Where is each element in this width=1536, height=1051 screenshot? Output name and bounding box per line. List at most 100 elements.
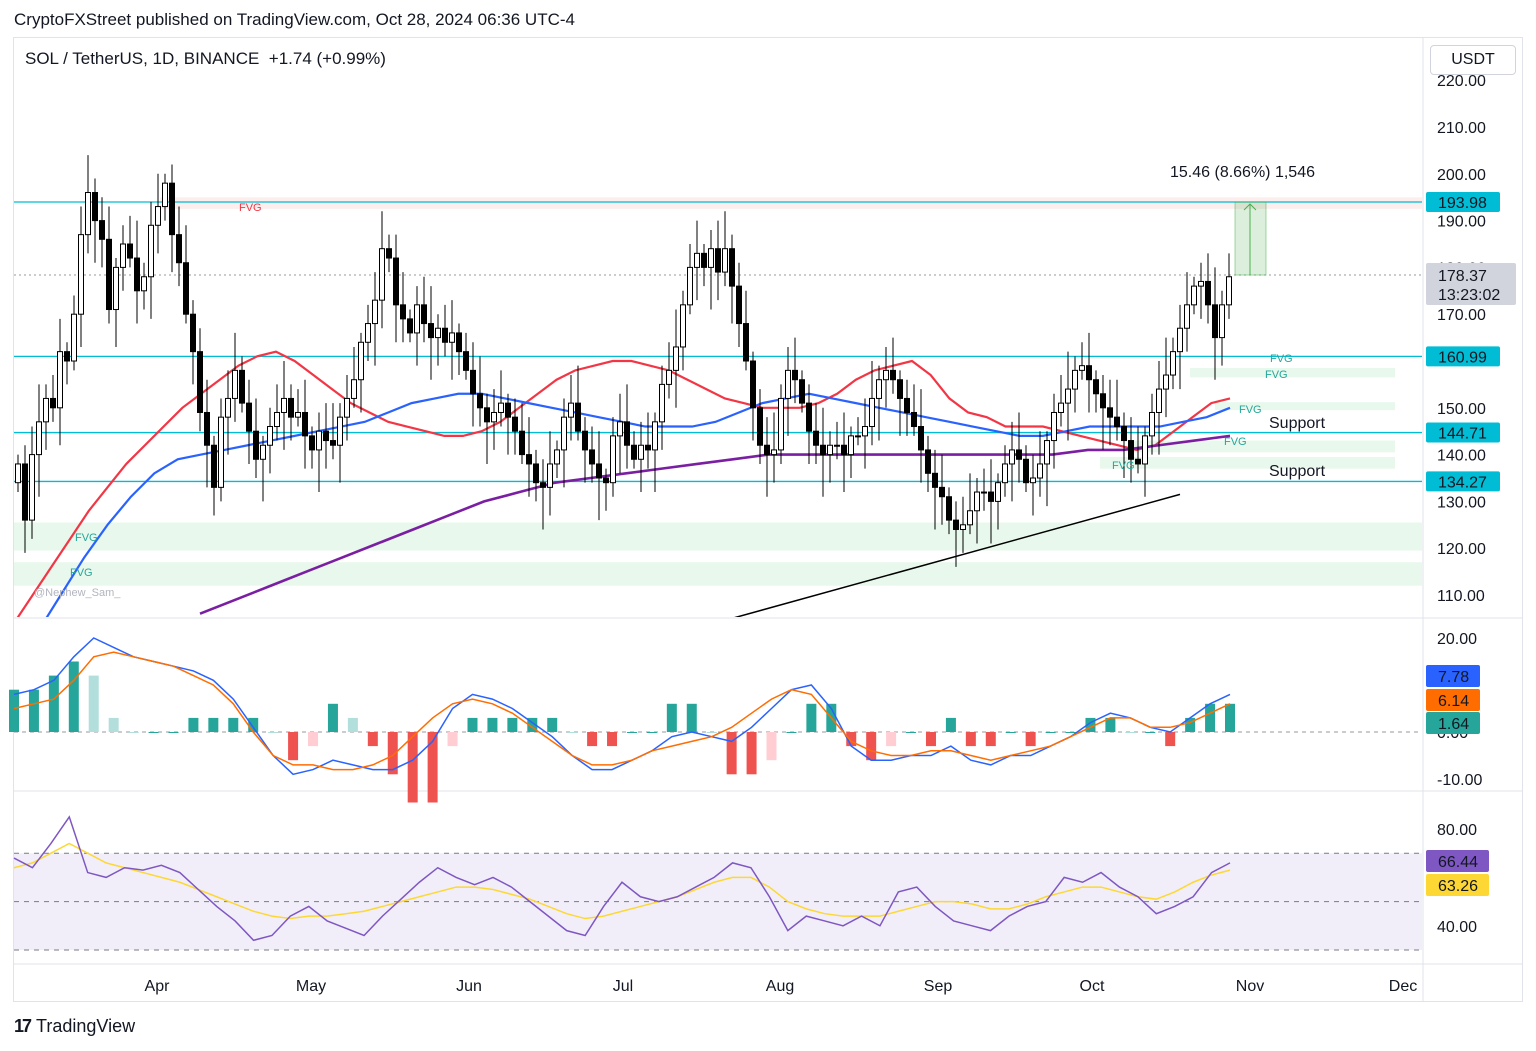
candle-body — [225, 397, 231, 418]
fvg-label: FVG — [1112, 460, 1135, 472]
fvg-label: FVG — [1224, 436, 1247, 448]
macd-histogram-bar — [766, 732, 777, 761]
candle-body — [1163, 374, 1169, 390]
fvg-zone — [1215, 402, 1395, 411]
candle-body — [141, 276, 147, 292]
price-tick-label: 210.00 — [1437, 120, 1486, 137]
candle-body — [946, 496, 952, 521]
macd-badge-label: 7.78 — [1438, 669, 1469, 686]
time-tick-label: Aug — [766, 978, 794, 995]
watermark-label: @Nephew_Sam_ — [34, 587, 121, 599]
time-tick-label: Apr — [145, 978, 171, 995]
candle-body — [722, 248, 728, 273]
price-tick-label: 150.00 — [1437, 401, 1486, 418]
candle-body — [1191, 285, 1197, 306]
tradingview-logo[interactable]: 17 TradingView — [14, 1016, 135, 1037]
candle-body — [1100, 393, 1106, 409]
candle-body — [407, 318, 413, 334]
macd-histogram-bar — [1145, 732, 1156, 733]
candle-body — [897, 379, 903, 399]
candle-body — [92, 192, 98, 222]
candle-body — [253, 430, 259, 460]
level-badge-label: 193.98 — [1438, 195, 1487, 212]
candle-body — [869, 397, 875, 428]
candle-body — [890, 369, 896, 381]
fvg-label: FVG — [75, 532, 98, 544]
candle-body — [449, 332, 455, 343]
candle-body — [1170, 351, 1176, 376]
candle-body — [883, 369, 889, 381]
macd-histogram-bar — [108, 717, 119, 732]
symbol-header[interactable]: SOL / TetherUS, 1D, BINANCE +1.74 (+0.99… — [25, 49, 386, 69]
candle-body — [337, 416, 343, 446]
price-tick-label: 220.00 — [1437, 73, 1486, 90]
level-badge-label: 134.27 — [1438, 474, 1487, 491]
candle-body — [64, 351, 70, 362]
candle-body — [218, 416, 224, 488]
macd-line — [13, 637, 1231, 776]
candle-body — [708, 248, 714, 268]
price-tick-label: 110.00 — [1437, 588, 1485, 605]
candle-body — [925, 449, 931, 474]
candle-body — [1079, 365, 1085, 371]
candle-body — [743, 323, 749, 362]
level-badge — [1426, 191, 1500, 212]
macd-histogram-bar — [1125, 732, 1136, 733]
macd-histogram-bar — [128, 732, 139, 733]
candle-body — [526, 454, 532, 465]
candle-body — [414, 304, 420, 334]
macd-histogram-bar — [248, 717, 259, 732]
candle-body — [792, 369, 798, 381]
candle-body — [547, 463, 553, 488]
support-label: Support — [1269, 415, 1326, 432]
macd-tick-label: 20.00 — [1437, 631, 1477, 648]
macd-histogram-bar — [327, 703, 338, 732]
macd-histogram-bar — [48, 675, 59, 732]
candle-body — [169, 182, 175, 236]
fvg-label: FVG — [1265, 369, 1288, 381]
time-tick-label: Jun — [456, 978, 482, 995]
candle-body — [757, 407, 763, 446]
candle-body — [106, 238, 112, 311]
candle-body — [512, 416, 518, 432]
level-badge — [1426, 471, 1500, 492]
macd-histogram-bar — [208, 717, 219, 732]
candle-body — [1037, 463, 1043, 479]
time-tick-label: Jul — [613, 978, 633, 995]
candle-body — [988, 491, 994, 502]
candle-body — [1065, 388, 1071, 404]
candle-body — [197, 351, 203, 413]
candle-body — [1030, 477, 1036, 484]
rsi-badge-label: 63.26 — [1438, 878, 1478, 895]
macd-histogram-bar — [1065, 732, 1076, 733]
candle-body — [302, 411, 308, 437]
candle-body — [778, 397, 784, 451]
candle-body — [365, 323, 371, 343]
candle-body — [568, 402, 574, 418]
candle-body — [813, 430, 819, 446]
macd-histogram-bar — [547, 717, 558, 732]
rsi-badge — [1426, 850, 1489, 872]
candle-body — [554, 449, 560, 465]
candle-body — [533, 463, 539, 484]
candle-body — [540, 482, 546, 488]
candle-body — [99, 220, 105, 240]
fvg-zone — [14, 522, 1422, 551]
candle-body — [127, 243, 133, 259]
candle-body — [659, 383, 665, 423]
macd-badge-label: 1.64 — [1438, 716, 1469, 733]
macd-histogram-bar — [68, 661, 79, 732]
price-pane — [14, 155, 1422, 617]
macd-histogram-bar — [666, 703, 677, 732]
candle-body — [344, 397, 350, 418]
price-tick-label: 200.00 — [1437, 167, 1486, 184]
currency-button[interactable]: USDT — [1430, 45, 1516, 75]
candle-body — [1128, 440, 1134, 460]
ma-red-line — [16, 350, 1231, 617]
candle-body — [666, 369, 672, 385]
candle-body — [379, 248, 385, 301]
macd-histogram-bar — [1165, 732, 1176, 747]
time-tick-label: Oct — [1080, 978, 1105, 995]
candle-body — [113, 266, 119, 311]
